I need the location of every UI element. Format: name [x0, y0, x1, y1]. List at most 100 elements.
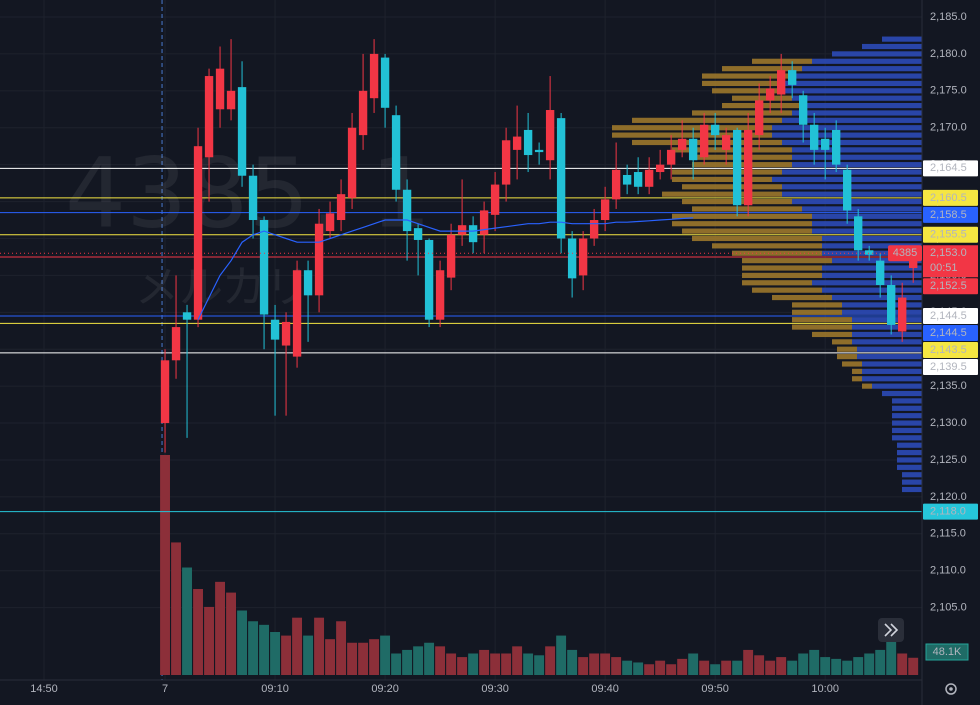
price-label: 2,139.5 — [930, 361, 967, 373]
candle-body — [490, 184, 500, 215]
candle-body — [314, 223, 324, 296]
price-label-bg — [923, 308, 978, 325]
settings-icon[interactable] — [945, 683, 957, 695]
price-label-bg — [923, 160, 978, 177]
price-label: 2,144.5 — [930, 327, 967, 339]
volume-bar — [699, 660, 710, 675]
x-tick-label: 14:50 — [30, 683, 58, 695]
volume-profile-bar — [832, 294, 922, 301]
x-tick-label: 10:00 — [811, 683, 839, 695]
candle-body — [887, 284, 896, 325]
candle-body — [798, 95, 808, 125]
volume-bar — [864, 653, 875, 675]
candle-body — [832, 129, 841, 165]
candle-body — [809, 124, 819, 150]
volume-profile-bar — [857, 354, 922, 360]
volume-profile-bar — [692, 162, 792, 168]
volume-profile-bar — [902, 472, 922, 478]
y-tick-label: 2,130.0 — [930, 417, 967, 429]
candle-body — [644, 169, 654, 187]
volume-bar — [314, 617, 325, 675]
x-tick-label: 09:50 — [701, 683, 729, 695]
volume-bar — [391, 653, 402, 675]
volume-profile-bar — [837, 346, 857, 352]
volume-profile-bar — [782, 191, 922, 197]
volume-profile-bar — [897, 464, 922, 470]
y-tick-label: 2,135.0 — [930, 380, 967, 392]
volume-bar — [677, 658, 688, 675]
price-label: 2,155.5 — [930, 229, 967, 241]
volume-bar — [732, 660, 743, 675]
candle-body — [876, 260, 885, 285]
price-label-bg — [923, 278, 978, 295]
candle-body — [402, 189, 412, 232]
volume-profile-bar — [672, 213, 812, 219]
candle-body — [237, 87, 247, 176]
volume-bar — [743, 649, 754, 675]
candle-body — [204, 76, 214, 158]
volume-bar — [666, 664, 677, 675]
volume-bar — [435, 646, 446, 675]
volume-bar — [831, 658, 842, 675]
volume-label-bg — [925, 643, 969, 661]
candle-body — [369, 53, 379, 99]
volume-bar — [347, 642, 358, 675]
volume-bar — [897, 653, 908, 675]
volume-profile-bar — [792, 317, 852, 323]
candle-body — [721, 135, 731, 150]
volume-bar — [754, 655, 765, 675]
volume-profile-bar — [852, 331, 922, 338]
volume-profile-bar — [882, 390, 922, 397]
candle-body — [743, 129, 753, 206]
y-tick-label: 2,175.0 — [930, 85, 967, 97]
candle-body — [457, 225, 467, 235]
y-tick-label: 2,110.0 — [930, 565, 966, 577]
scroll-button[interactable] — [878, 618, 904, 642]
volume-bar — [776, 657, 787, 675]
volume-bar — [468, 653, 479, 675]
y-tick-label: 2,105.0 — [930, 602, 967, 614]
price-label: 2,160.5 — [930, 192, 967, 204]
volume-bar — [336, 621, 347, 675]
countdown: 00:51 — [930, 262, 958, 274]
volume-bar — [820, 657, 831, 675]
price-label-bg — [923, 189, 978, 206]
volume-profile-bar — [852, 339, 922, 345]
volume-bar — [886, 639, 897, 675]
volume-profile-bar — [902, 486, 922, 493]
volume-profile-bar — [892, 427, 922, 434]
volume-profile-bar — [802, 206, 922, 212]
candle-body — [589, 220, 599, 239]
volume-profile-bar — [892, 420, 922, 426]
volume-bar — [611, 657, 622, 675]
volume-bar — [622, 660, 633, 675]
volume-profile-bar — [812, 280, 922, 286]
candle-body — [479, 210, 489, 235]
volume-profile-bar — [862, 376, 922, 382]
candle-body — [226, 90, 236, 110]
candle-body — [622, 174, 632, 185]
settings-button[interactable] — [945, 683, 957, 695]
candle-body — [380, 57, 390, 108]
scroll-icon — [884, 623, 899, 637]
volume-profile-bar — [742, 280, 812, 286]
volume-bar — [721, 660, 732, 675]
volume-bar — [545, 646, 556, 675]
candle-body — [501, 140, 511, 185]
volume-bar — [567, 649, 578, 675]
volume-profile-bar — [892, 435, 922, 441]
candle-body — [391, 115, 401, 190]
price-label-bg — [923, 342, 978, 359]
volume-profile-bar — [862, 361, 922, 367]
volume-profile-bar — [897, 457, 922, 463]
price-label-bg — [923, 206, 978, 223]
volume-profile-bar — [822, 243, 922, 249]
price-label: 2,164.5 — [930, 162, 967, 174]
volume-bar — [358, 642, 369, 675]
volume-bar — [765, 660, 776, 675]
volume-profile-bar — [792, 73, 922, 79]
candle-body — [611, 169, 621, 200]
volume-profile-bar — [692, 206, 802, 212]
volume-profile-bar — [612, 132, 772, 138]
y-tick-label: 2,120.0 — [930, 491, 967, 503]
